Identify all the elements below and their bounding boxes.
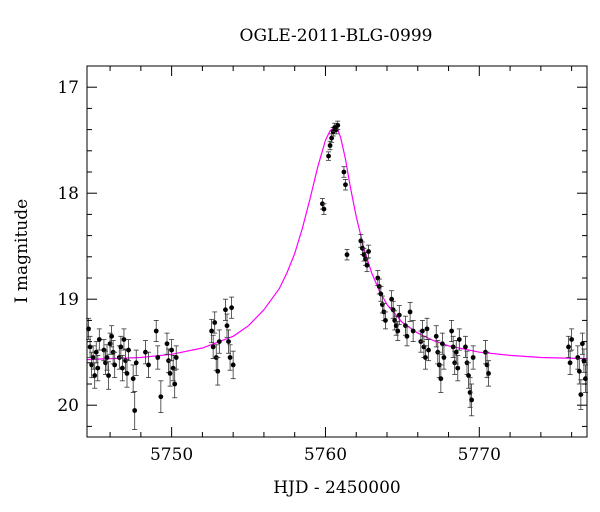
data-point [424, 326, 430, 332]
data-point [121, 337, 127, 342]
data-point [576, 368, 582, 374]
data-point [133, 360, 139, 366]
data-point [456, 337, 462, 342]
data-point [321, 206, 327, 212]
data-point [407, 309, 413, 315]
data-points-layer [86, 120, 588, 430]
data-point [453, 349, 459, 355]
data-point [426, 347, 431, 353]
data-point [329, 135, 335, 141]
data-point [167, 371, 173, 376]
data-point [449, 328, 455, 334]
data-point [579, 341, 585, 347]
data-point [404, 333, 410, 339]
data-point [578, 392, 584, 397]
data-point [438, 376, 444, 382]
data-point [486, 371, 491, 376]
data-point [581, 358, 587, 364]
model-curve-line [86, 126, 588, 361]
data-point [433, 333, 439, 339]
data-point [92, 373, 98, 378]
data-point [209, 328, 215, 334]
data-point [212, 320, 218, 325]
data-point [326, 153, 331, 159]
data-point [109, 333, 115, 339]
data-point [378, 291, 384, 297]
data-point [93, 349, 99, 355]
data-point [389, 296, 395, 302]
data-point [172, 381, 178, 387]
data-point [341, 169, 347, 175]
data-point [226, 339, 231, 344]
data-point [344, 252, 350, 258]
data-point [364, 262, 370, 268]
data-point [153, 328, 159, 334]
x-tick-label: 5770 [458, 445, 501, 465]
data-point [170, 365, 176, 371]
data-point [396, 312, 402, 318]
data-point [566, 344, 571, 350]
data-point [130, 376, 136, 382]
data-point [335, 122, 341, 128]
data-point [469, 397, 475, 403]
data-point [223, 307, 228, 313]
data-point [126, 347, 131, 353]
data-point [224, 323, 230, 329]
data-point [229, 305, 235, 311]
data-point [463, 344, 468, 350]
plot-frame [86, 65, 588, 438]
data-point [112, 362, 118, 368]
data-point [395, 328, 401, 334]
x-tick-label: 5760 [304, 445, 347, 465]
data-point [343, 182, 348, 188]
y-tick-label: 17 [57, 78, 79, 98]
data-point [216, 339, 222, 344]
axis-ticks-layer: 5750 5760 5770 17 18 19 20 [57, 65, 587, 465]
data-point [119, 365, 125, 371]
data-point [132, 408, 138, 413]
y-tick-label: 19 [57, 290, 79, 310]
data-point [106, 373, 111, 378]
data-point [173, 355, 179, 360]
data-point [118, 344, 124, 350]
data-point [215, 368, 221, 374]
data-point [87, 344, 93, 350]
x-tick-label: 5750 [150, 445, 193, 465]
data-point [90, 355, 96, 360]
y-axis-label: I magnitude [12, 199, 32, 303]
data-point [423, 355, 428, 360]
data-point [155, 355, 161, 360]
data-point [164, 341, 170, 347]
data-point [470, 355, 476, 360]
data-point [455, 365, 461, 371]
data-point [227, 355, 233, 360]
data-point [327, 143, 333, 148]
data-point [210, 344, 216, 350]
data-point [410, 328, 416, 334]
data-point [441, 355, 447, 360]
data-point [383, 318, 388, 323]
data-point [569, 337, 575, 342]
data-point [466, 373, 471, 378]
x-axis-label: HJD - 2450000 [273, 478, 401, 498]
data-point [567, 360, 573, 366]
data-point [104, 355, 110, 360]
y-tick-label: 18 [57, 184, 79, 204]
data-point [169, 347, 175, 353]
data-point [95, 365, 101, 371]
data-point [96, 337, 102, 342]
data-point [158, 394, 164, 400]
y-tick-label: 20 [57, 396, 79, 416]
data-point [366, 249, 371, 254]
data-point [143, 349, 148, 355]
chart-title: OGLE-2011-BLG-0999 [240, 26, 433, 46]
data-point [146, 362, 151, 368]
data-point [439, 341, 445, 347]
data-point [230, 362, 236, 368]
data-point [450, 344, 456, 350]
data-point [419, 328, 425, 334]
data-point [124, 371, 130, 376]
model-curve-layer [86, 126, 588, 361]
